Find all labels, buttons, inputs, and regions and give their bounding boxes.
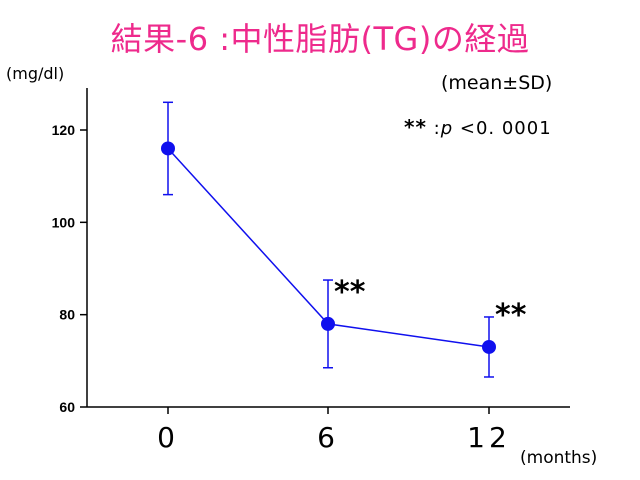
x-tick-label-6: 6 [317,421,339,454]
data-point-0 [161,141,175,156]
significance-symbol: ** [404,115,427,139]
y-tick-label-60: 60 [59,399,75,415]
significance-marker-12: ** [495,298,527,333]
significance-marker-6: ** [334,275,366,310]
statistic-note: (mean±SD) [441,72,553,94]
x-tick-label-0: 0 [157,421,179,454]
significance-threshold: <0. 0001 [453,118,552,139]
y-tick-label-100: 100 [52,214,76,230]
x-axis-unit-label: (months) [520,448,598,468]
x-tick-label-12: 12 [467,421,511,454]
significance-note: ** :p <0. 0001 [404,115,552,139]
data-point-6 [321,316,335,331]
significance-p-label: p [440,118,454,139]
data-point-12 [482,339,496,354]
y-tick-label-80: 80 [59,307,75,323]
chart-title: 結果-6 :中性脂肪(TG)の経過 [110,20,530,58]
y-tick-label-120: 120 [52,122,76,138]
significance-separator: : [426,118,441,139]
y-axis-unit-label: (mg/dl) [6,64,65,83]
